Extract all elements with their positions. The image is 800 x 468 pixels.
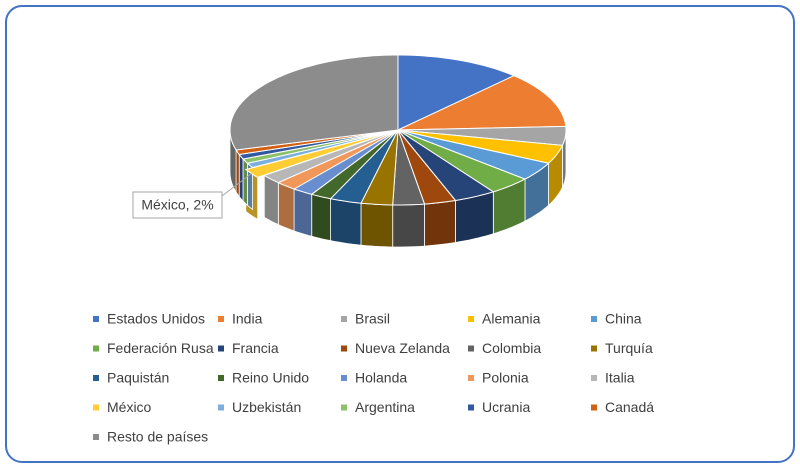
legend-label: Ucrania <box>482 399 530 415</box>
slice <box>397 129 527 193</box>
legend-label: Colombia <box>482 340 541 356</box>
slice-side <box>360 202 394 248</box>
legend-marker <box>468 375 474 381</box>
legend-label: Nueva Zelanda <box>355 340 450 356</box>
slice-side <box>293 188 313 237</box>
legend-marker <box>341 404 347 411</box>
slice <box>229 54 399 151</box>
pie <box>229 54 567 248</box>
slice-side <box>330 198 362 246</box>
legend-marker <box>468 404 474 411</box>
slice <box>397 75 567 131</box>
slice <box>392 129 426 206</box>
legend-marker <box>218 345 224 352</box>
legend-label: Brasil <box>355 311 390 327</box>
legend-label: Argentina <box>355 399 415 415</box>
legend-label: China <box>605 311 642 327</box>
legend-marker <box>93 316 99 322</box>
slice <box>397 129 564 164</box>
slice-side <box>263 174 279 226</box>
data-label: México, 2% <box>141 197 213 213</box>
slice-side <box>242 158 248 207</box>
slice-side <box>277 181 295 232</box>
slice <box>310 129 399 200</box>
legend-marker <box>218 375 224 381</box>
legend-marker <box>341 375 347 381</box>
legend-marker <box>341 345 347 352</box>
slice <box>397 129 550 180</box>
legend-marker <box>93 375 99 381</box>
legend-label: Holanda <box>355 370 407 386</box>
slice-side <box>238 153 244 203</box>
legend-marker <box>218 404 224 411</box>
legend-label: Reino Unido <box>232 370 309 386</box>
legend-marker <box>218 316 224 322</box>
legend-marker <box>93 434 99 440</box>
legend-marker <box>591 375 597 381</box>
data-label-box <box>132 191 223 219</box>
legend-marker <box>468 345 474 352</box>
legend-marker <box>591 345 597 352</box>
legend-marker <box>93 404 99 411</box>
slice <box>397 54 516 131</box>
legend-label: Alemania <box>482 311 541 327</box>
slice-side <box>392 203 425 248</box>
slice <box>263 129 399 184</box>
slice-side <box>235 148 240 198</box>
legend-marker <box>591 316 597 322</box>
legend-label: Resto de países <box>107 429 208 445</box>
legend-label: Francia <box>232 340 279 356</box>
slice <box>397 129 457 205</box>
label-leader <box>221 173 252 197</box>
legend-marker <box>468 316 474 322</box>
legend-label: Canadá <box>605 399 654 415</box>
slice-side <box>311 193 331 242</box>
legend-marker <box>591 404 597 411</box>
legend-label: Italia <box>605 370 635 386</box>
legend-label: México <box>107 399 152 415</box>
slice <box>397 129 495 202</box>
legend-marker <box>341 316 347 322</box>
legend-label: Uzbekistán <box>232 399 301 415</box>
legend-label: Turquía <box>605 340 653 356</box>
legend-marker <box>93 345 99 352</box>
slice <box>329 129 399 204</box>
legend-label: Estados Unidos <box>107 311 205 327</box>
legend-label: India <box>232 311 263 327</box>
slice <box>397 125 567 146</box>
legend-label: Paquistán <box>107 370 169 386</box>
slice-side <box>424 200 456 247</box>
legend-label: Federación Rusa <box>107 340 214 356</box>
legend-label: Polonia <box>482 370 529 386</box>
